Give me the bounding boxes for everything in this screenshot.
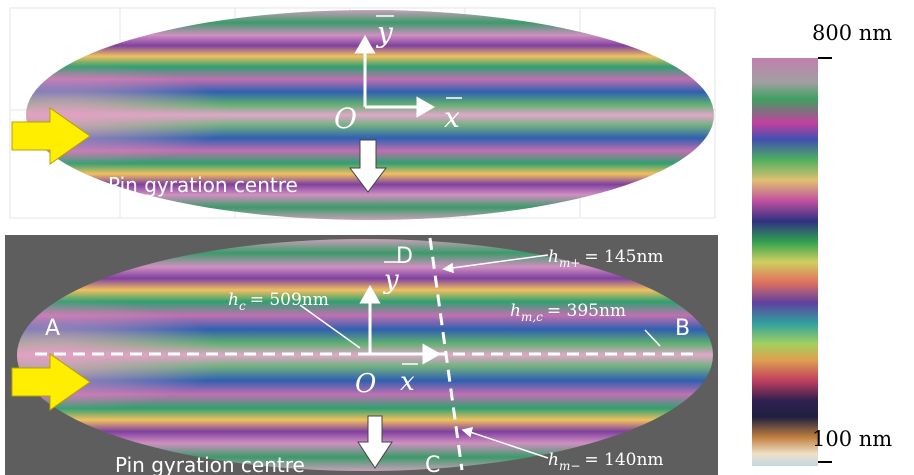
annotation-subscript: m− bbox=[559, 459, 580, 473]
annotation-symbol: h bbox=[548, 247, 559, 267]
origin-label: O bbox=[355, 369, 376, 399]
point-label: B bbox=[675, 316, 690, 341]
annotation-subscript: c bbox=[239, 299, 246, 313]
annotation: hc = 509nm bbox=[228, 290, 329, 313]
annotation-symbol: h bbox=[228, 290, 239, 310]
annotation: hm− = 140nm bbox=[548, 450, 664, 473]
y-axis-label: y bbox=[375, 16, 394, 49]
point-label: D bbox=[396, 244, 413, 269]
caption: Pin gyration centre bbox=[115, 453, 305, 475]
colorbar-max: 800 nm bbox=[812, 21, 892, 45]
annotation-symbol: h bbox=[548, 450, 559, 470]
annotation-value: = 140nm bbox=[584, 450, 663, 470]
colorbar-gradient bbox=[752, 58, 818, 466]
colorbar-min: 100 nm bbox=[812, 427, 892, 451]
annotation: hm+ = 145nm bbox=[548, 247, 664, 270]
annotation-subscript: m+ bbox=[559, 256, 580, 270]
load-arrow bbox=[11, 353, 91, 411]
annotation: hm,c = 395nm bbox=[510, 301, 626, 324]
origin-label: O bbox=[334, 102, 357, 135]
x-axis-label: x bbox=[400, 367, 415, 397]
point-label: A bbox=[45, 316, 60, 341]
annotation-value: = 509nm bbox=[250, 290, 329, 310]
colorbar: 800 nm 100 nm bbox=[752, 21, 892, 466]
caption: Pin gyration centre bbox=[108, 173, 298, 197]
annotation-symbol: h bbox=[510, 301, 521, 321]
load-arrow bbox=[11, 107, 91, 165]
annotation-subscript: m,c bbox=[521, 310, 543, 324]
x-axis-label: x bbox=[444, 101, 460, 134]
top-panel: y x O Pin gyration centre bbox=[9, 7, 716, 220]
annotation-value: = 145nm bbox=[584, 247, 663, 267]
point-label: C bbox=[425, 453, 440, 475]
y-axis-label: y bbox=[383, 265, 399, 295]
annotation-value: = 395nm bbox=[547, 301, 626, 321]
bottom-panel: y x O Pin gyration centre A B C D hc = 50… bbox=[5, 235, 718, 475]
